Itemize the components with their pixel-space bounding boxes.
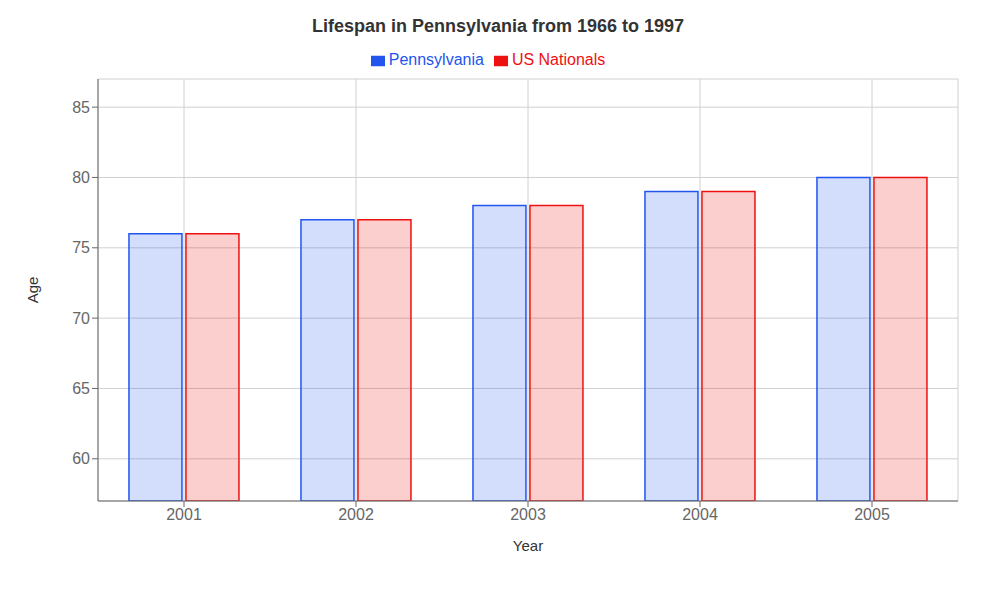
svg-text:2005: 2005	[854, 506, 890, 523]
svg-text:Year: Year	[513, 537, 543, 554]
svg-text:70: 70	[72, 310, 90, 327]
svg-text:85: 85	[72, 99, 90, 116]
html-text:US Nationals: US Nationals	[511, 51, 606, 68]
svg-text:2003: 2003	[510, 506, 546, 523]
svg-text:2001: 2001	[166, 506, 202, 523]
svg-text:2002: 2002	[338, 506, 374, 523]
svg-text:Age: Age	[24, 277, 41, 304]
svg-text:60: 60	[72, 450, 90, 467]
svg-text:65: 65	[72, 380, 90, 397]
svg-text:80: 80	[72, 169, 90, 186]
html-text:Lifespan in Pennsylvania from: Lifespan in Pennsylvania from 1966 to 19…	[311, 16, 685, 36]
svg-text:75: 75	[72, 239, 90, 256]
html-text:Pennsylvania: Pennsylvania	[388, 51, 484, 68]
svg-text:2004: 2004	[682, 506, 718, 523]
